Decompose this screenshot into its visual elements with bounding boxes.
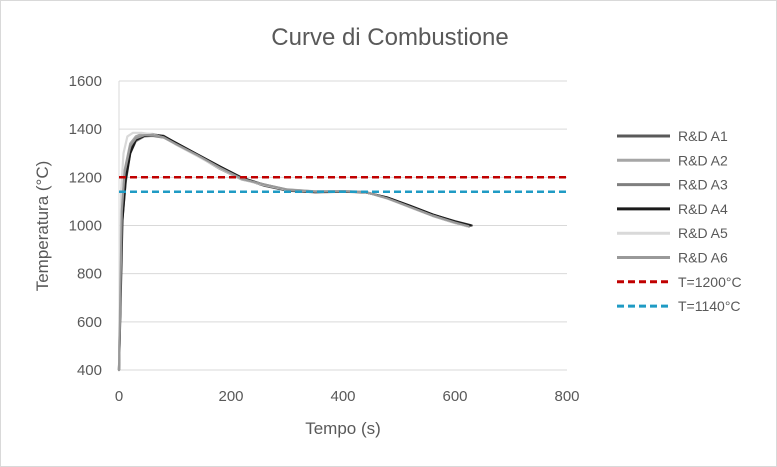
series-line — [117, 133, 472, 372]
legend-label: T=1140°C — [678, 298, 741, 314]
legend-label: T=1200°C — [678, 274, 742, 290]
legend-label: R&D A2 — [678, 152, 728, 168]
legend-label: R&D A5 — [678, 225, 728, 241]
series-line — [117, 132, 471, 372]
series-lines — [117, 131, 567, 372]
x-tick-label: 400 — [330, 388, 355, 405]
x-tick-label: 200 — [218, 388, 243, 405]
y-tick-label: 1200 — [69, 169, 102, 186]
y-tick-labels: 400 600 800 1000 1200 1400 1600 — [69, 73, 102, 379]
chart-title: Curve di Combustione — [271, 24, 508, 51]
legend-label: R&D A4 — [678, 201, 728, 217]
x-tick-labels: 0 200 400 600 800 — [115, 388, 580, 405]
x-tick-label: 0 — [115, 388, 123, 405]
x-tick-label: 800 — [554, 388, 579, 405]
x-tick-label: 600 — [442, 388, 467, 405]
y-tick-label: 600 — [77, 314, 102, 331]
series-line — [117, 133, 470, 372]
x-axis-title: Tempo (s) — [305, 419, 381, 438]
y-tick-label: 400 — [77, 362, 102, 379]
series-line — [117, 131, 469, 372]
y-tick-label: 1600 — [69, 73, 102, 90]
series-line — [117, 133, 473, 372]
legend-label: R&D A1 — [678, 128, 728, 144]
legend: R&D A1 R&D A2 R&D A3 R&D A4 R&D A5 R&D A6 T=12… — [617, 128, 742, 314]
series-line — [117, 134, 468, 372]
legend-label: R&D A3 — [678, 177, 728, 193]
y-tick-label: 1400 — [69, 121, 102, 138]
y-tick-label: 1000 — [69, 218, 102, 235]
y-axis-title: Temperatura (°C) — [33, 161, 52, 292]
legend-label: R&D A6 — [678, 250, 728, 266]
y-tick-label: 800 — [77, 266, 102, 283]
gridlines — [118, 80, 567, 371]
